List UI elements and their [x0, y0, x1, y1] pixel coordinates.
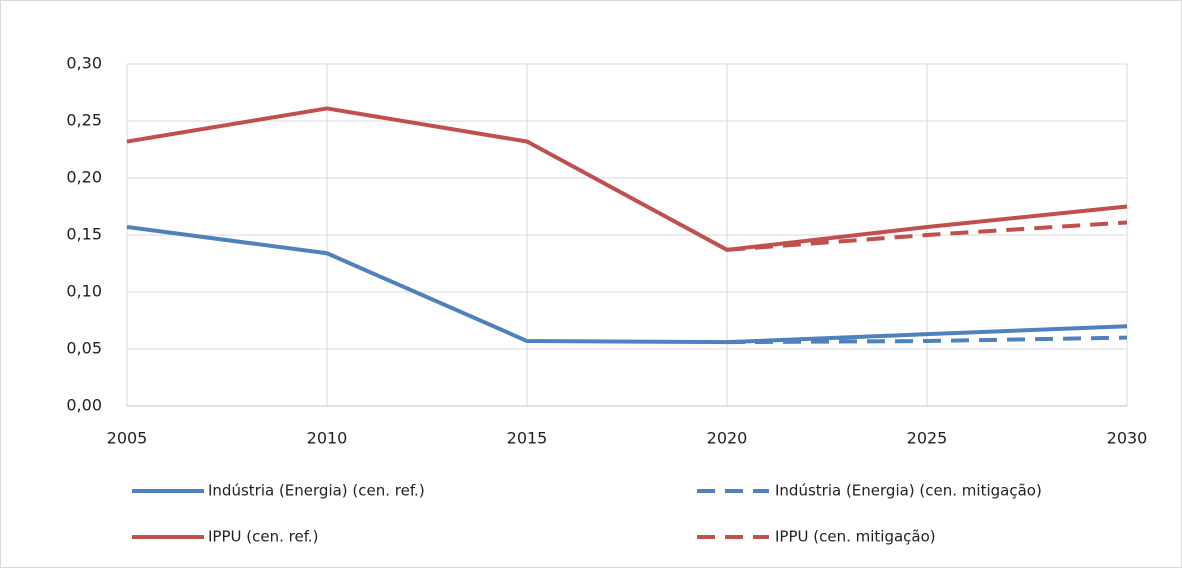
legend-label: IPPU (cen. ref.) — [208, 528, 319, 546]
x-tick-label: 2010 — [307, 429, 348, 448]
series-line — [126, 106, 1128, 252]
y-tick-label: 0,15 — [66, 225, 102, 244]
series-line — [726, 335, 1128, 345]
y-tick-label: 0,05 — [66, 339, 102, 358]
y-tick-label: 0,00 — [66, 396, 102, 415]
y-tick-label: 0,20 — [66, 168, 102, 187]
series-line — [126, 225, 1128, 345]
legend-label: IPPU (cen. mitigação) — [775, 528, 936, 546]
legend-label: Indústria (Energia) (cen. ref.) — [208, 482, 425, 500]
y-tick-label: 0,10 — [66, 282, 102, 301]
x-tick-label: 2005 — [107, 429, 148, 448]
x-tick-label: 2030 — [1107, 429, 1148, 448]
x-tick-label: 2020 — [707, 429, 748, 448]
x-tick-label: 2025 — [907, 429, 948, 448]
series-line — [726, 220, 1128, 252]
y-tick-label: 0,30 — [66, 54, 102, 73]
x-tick-label: 2015 — [507, 429, 548, 448]
legend-label: Indústria (Energia) (cen. mitigação) — [775, 482, 1042, 500]
y-tick-label: 0,25 — [66, 111, 102, 130]
